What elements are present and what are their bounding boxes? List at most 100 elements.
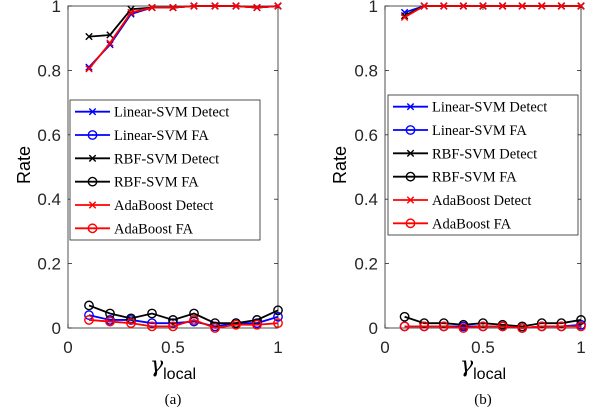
data-point-adaboost-detect bbox=[440, 2, 448, 10]
data-point-adaboost-detect bbox=[459, 2, 468, 10]
legend-label: Linear-SVM FA bbox=[432, 123, 527, 139]
legend-label: RBF-SVM Detect bbox=[432, 146, 537, 162]
data-point-adaboost-fa bbox=[210, 323, 220, 333]
data-point-adaboost-fa bbox=[478, 321, 488, 332]
legend-marker bbox=[87, 176, 98, 187]
data-point-adaboost-detect bbox=[85, 65, 93, 73]
y-tick-label: 0.8 bbox=[354, 61, 378, 80]
x-tick-label: 0 bbox=[380, 338, 389, 357]
legend-marker bbox=[405, 218, 416, 229]
legend-marker bbox=[88, 154, 97, 163]
data-point-adaboost-fa bbox=[189, 315, 199, 325]
y-tick-label: 0 bbox=[369, 319, 378, 338]
data-point-adaboost-fa bbox=[168, 321, 178, 332]
series-line-adaboost-detect bbox=[404, 5, 581, 19]
data-point-adaboost-fa bbox=[126, 318, 136, 329]
y-axis-label: Rate bbox=[330, 146, 350, 184]
data-point-rbf-svm-fa bbox=[147, 308, 157, 319]
data-point-rbf-svm-fa bbox=[556, 318, 567, 329]
legend-label: Linear-SVM Detect bbox=[432, 100, 547, 116]
legend-marker bbox=[406, 196, 415, 204]
data-point-adaboost-fa bbox=[458, 323, 469, 333]
y-tick-label: 0.2 bbox=[37, 255, 61, 274]
series-line-rbf-svm-detect bbox=[404, 5, 581, 17]
data-point-adaboost-detect bbox=[274, 2, 282, 10]
data-point-adaboost-detect bbox=[253, 3, 261, 12]
data-point-rbf-svm-fa bbox=[576, 315, 586, 325]
legend-label: AdaBoost FA bbox=[114, 221, 194, 237]
data-point-adaboost-fa bbox=[273, 318, 283, 329]
data-point-adaboost-fa bbox=[84, 315, 94, 325]
data-point-adaboost-detect bbox=[232, 2, 240, 10]
data-point-rbf-svm-fa bbox=[419, 318, 430, 329]
y-tick-label: 0 bbox=[52, 319, 61, 338]
legend-label: RBF-SVM Detect bbox=[114, 151, 219, 167]
data-point-adaboost-fa bbox=[517, 323, 528, 333]
y-tick-label: 1 bbox=[52, 0, 61, 16]
data-point-adaboost-fa bbox=[231, 319, 241, 330]
data-point-adaboost-fa bbox=[438, 321, 449, 332]
legend-marker bbox=[405, 125, 416, 135]
legend-label: AdaBoost FA bbox=[432, 216, 512, 232]
legend-marker bbox=[88, 201, 97, 209]
data-point-rbf-svm-detect bbox=[400, 11, 409, 20]
x-axis-label: γlocal bbox=[150, 353, 196, 383]
legend-marker bbox=[406, 149, 415, 158]
legend-marker bbox=[88, 107, 97, 116]
data-point-rbf-svm-fa bbox=[273, 305, 283, 316]
data-point-rbf-svm-fa bbox=[478, 318, 488, 329]
legend-label: RBF-SVM FA bbox=[114, 175, 199, 191]
y-tick-label: 0.2 bbox=[354, 255, 378, 274]
x-tick-label: 0.5 bbox=[471, 338, 495, 357]
legend-label: Linear-SVM Detect bbox=[114, 105, 229, 121]
data-point-rbf-svm-detect bbox=[106, 31, 114, 39]
data-point-rbf-svm-fa bbox=[84, 300, 94, 311]
panel-b: 0 0.2 0.4 0.6 0.8 1 0 0.5 1 Rate γlocal (b) Linear-S… bbox=[330, 0, 586, 408]
series-line-rbf-svm-fa bbox=[404, 315, 582, 328]
legend-marker bbox=[87, 130, 98, 140]
x-axis-label: γlocal bbox=[460, 353, 506, 383]
data-point-adaboost-fa bbox=[399, 321, 410, 332]
data-point-rbf-svm-detect bbox=[85, 32, 93, 41]
data-point-adaboost-fa bbox=[147, 321, 157, 332]
data-point-adaboost-fa bbox=[419, 321, 430, 332]
data-point-linear-svm-fa bbox=[84, 310, 94, 321]
y-tick-label: 0.8 bbox=[37, 61, 61, 80]
data-point-adaboost-detect bbox=[538, 2, 546, 10]
data-point-adaboost-detect bbox=[400, 13, 409, 21]
series-line-linear-svm-detect bbox=[88, 5, 279, 68]
series-line-adaboost-detect bbox=[88, 5, 279, 70]
series-line-adaboost-fa bbox=[88, 318, 279, 329]
data-point-linear-svm-fa bbox=[168, 318, 178, 329]
data-point-rbf-svm-fa bbox=[189, 308, 199, 319]
data-point-rbf-svm-fa bbox=[438, 318, 449, 329]
series-line-linear-svm-detect bbox=[404, 5, 581, 14]
panel-caption: (b) bbox=[474, 392, 492, 408]
data-point-rbf-svm-fa bbox=[458, 319, 469, 330]
panel-caption: (a) bbox=[165, 392, 182, 408]
y-tick-label: 0.4 bbox=[354, 190, 378, 209]
data-point-adaboost-detect bbox=[557, 2, 566, 10]
data-point-adaboost-detect bbox=[106, 39, 114, 47]
legend-marker bbox=[406, 102, 415, 111]
y-tick-label: 0.4 bbox=[37, 190, 61, 209]
y-tick-label: 0.6 bbox=[37, 126, 61, 145]
y-tick-label: 1 bbox=[369, 0, 378, 16]
legend: Linear-SVM Detect Linear-SVM FA RBF-SVM De… bbox=[69, 99, 261, 241]
legend-box bbox=[69, 99, 261, 241]
data-point-linear-svm-fa bbox=[273, 311, 283, 322]
data-point-adaboost-fa bbox=[497, 321, 508, 332]
panel-a: 0 0.2 0.4 0.6 0.8 1 0 0.5 1 Rate γlocal (a) Linear-S… bbox=[14, 0, 283, 408]
legend-label: Linear-SVM FA bbox=[114, 128, 209, 144]
x-tick-label: 0 bbox=[63, 338, 72, 357]
legend-label: RBF-SVM FA bbox=[432, 170, 517, 186]
data-point-adaboost-detect bbox=[518, 2, 526, 10]
legend-box bbox=[387, 94, 579, 236]
series-group bbox=[399, 2, 586, 333]
x-tick-label: 0.5 bbox=[161, 338, 185, 357]
data-point-adaboost-detect bbox=[127, 8, 135, 17]
y-axis-label: Rate bbox=[14, 146, 34, 184]
data-point-adaboost-detect bbox=[420, 2, 428, 10]
legend: Linear-SVM Detect Linear-SVM FA RBF-SVM De… bbox=[387, 94, 579, 236]
y-tick-label: 0.6 bbox=[354, 126, 378, 145]
